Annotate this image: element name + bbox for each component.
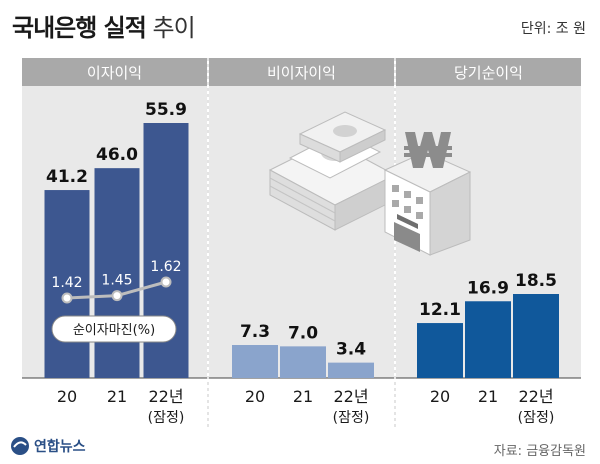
source-label: 자료: 금융감독원 bbox=[493, 444, 586, 459]
category-labels: 20 21 22년 (잠정) 20 21 22년 (잠정) 20 21 22년 (잠정) bbox=[57, 387, 555, 426]
panel-title: 당기순이익 bbox=[454, 64, 523, 82]
bar-value-label: 7.0 bbox=[288, 323, 318, 343]
nim-legend-box bbox=[51, 315, 177, 343]
category-label: (잠정) bbox=[333, 410, 370, 426]
category-label: 20 bbox=[245, 387, 265, 406]
nim-line: 1.42 1.45 1.62 순이자마진(%) bbox=[51, 259, 182, 343]
bar-value-label: 46.0 bbox=[96, 145, 138, 165]
category-label: 21 bbox=[293, 387, 313, 406]
bar-value-label: 12.1 bbox=[419, 300, 461, 320]
bar-value-label: 16.9 bbox=[467, 278, 509, 298]
bar bbox=[94, 168, 140, 378]
nim-point bbox=[160, 276, 172, 288]
nim-value-label: 1.45 bbox=[101, 273, 132, 289]
unit-label: 단위: 조 원 bbox=[520, 21, 586, 37]
category-label: 22년 bbox=[333, 387, 368, 406]
header-bar-interest bbox=[22, 58, 207, 86]
bar bbox=[513, 294, 559, 378]
money-stack-icon bbox=[268, 111, 397, 231]
logo-text: 연합뉴스 bbox=[34, 439, 86, 455]
bank-building-icon bbox=[383, 132, 472, 256]
panel-title: 비이자이익 bbox=[267, 64, 336, 82]
category-label: 20 bbox=[430, 387, 450, 406]
bar-value-label: 3.4 bbox=[336, 340, 366, 360]
category-label: 22년 bbox=[518, 387, 553, 406]
category-label: 22년 bbox=[148, 387, 183, 406]
panel-bg-noninterest bbox=[209, 58, 394, 378]
bar bbox=[417, 323, 463, 378]
category-label: 21 bbox=[107, 387, 127, 406]
category-label: 20 bbox=[57, 387, 77, 406]
bar bbox=[280, 346, 326, 378]
nim-value-label: 1.62 bbox=[150, 259, 181, 275]
title-sub: 추이 bbox=[152, 14, 195, 42]
bar-value-label: 41.2 bbox=[46, 167, 88, 187]
bar bbox=[465, 301, 511, 378]
category-label: 21 bbox=[478, 387, 498, 406]
bars bbox=[44, 123, 559, 378]
bar bbox=[328, 362, 374, 378]
yonhap-logo: 연합뉴스 bbox=[10, 436, 86, 456]
nim-value-label: 1.42 bbox=[51, 275, 82, 291]
header-bar-netincome bbox=[396, 58, 581, 86]
category-label: (잠정) bbox=[518, 410, 555, 426]
nim-point bbox=[111, 290, 123, 302]
value-labels: 41.2 46.0 55.9 7.3 7.0 3.4 12.1 16.9 18.5 bbox=[46, 100, 557, 360]
yonhap-logo-icon bbox=[11, 437, 29, 455]
header-bar-noninterest bbox=[209, 58, 394, 86]
title-main: 국내은행 실적 bbox=[12, 14, 147, 42]
panel-titles: 이자이익 비이자이익 당기순이익 bbox=[87, 64, 523, 82]
page-title: 국내은행 실적 추이 bbox=[12, 8, 196, 43]
nim-point bbox=[61, 292, 73, 304]
nim-legend-label: 순이자마진(%) bbox=[73, 323, 155, 338]
bar bbox=[44, 190, 90, 378]
bar-value-label: 18.5 bbox=[515, 271, 557, 291]
panel-title: 이자이익 bbox=[87, 64, 142, 82]
category-label: (잠정) bbox=[148, 410, 185, 426]
bar-value-label: 55.9 bbox=[145, 100, 187, 120]
bar bbox=[232, 345, 278, 378]
bar-value-label: 7.3 bbox=[240, 322, 270, 342]
